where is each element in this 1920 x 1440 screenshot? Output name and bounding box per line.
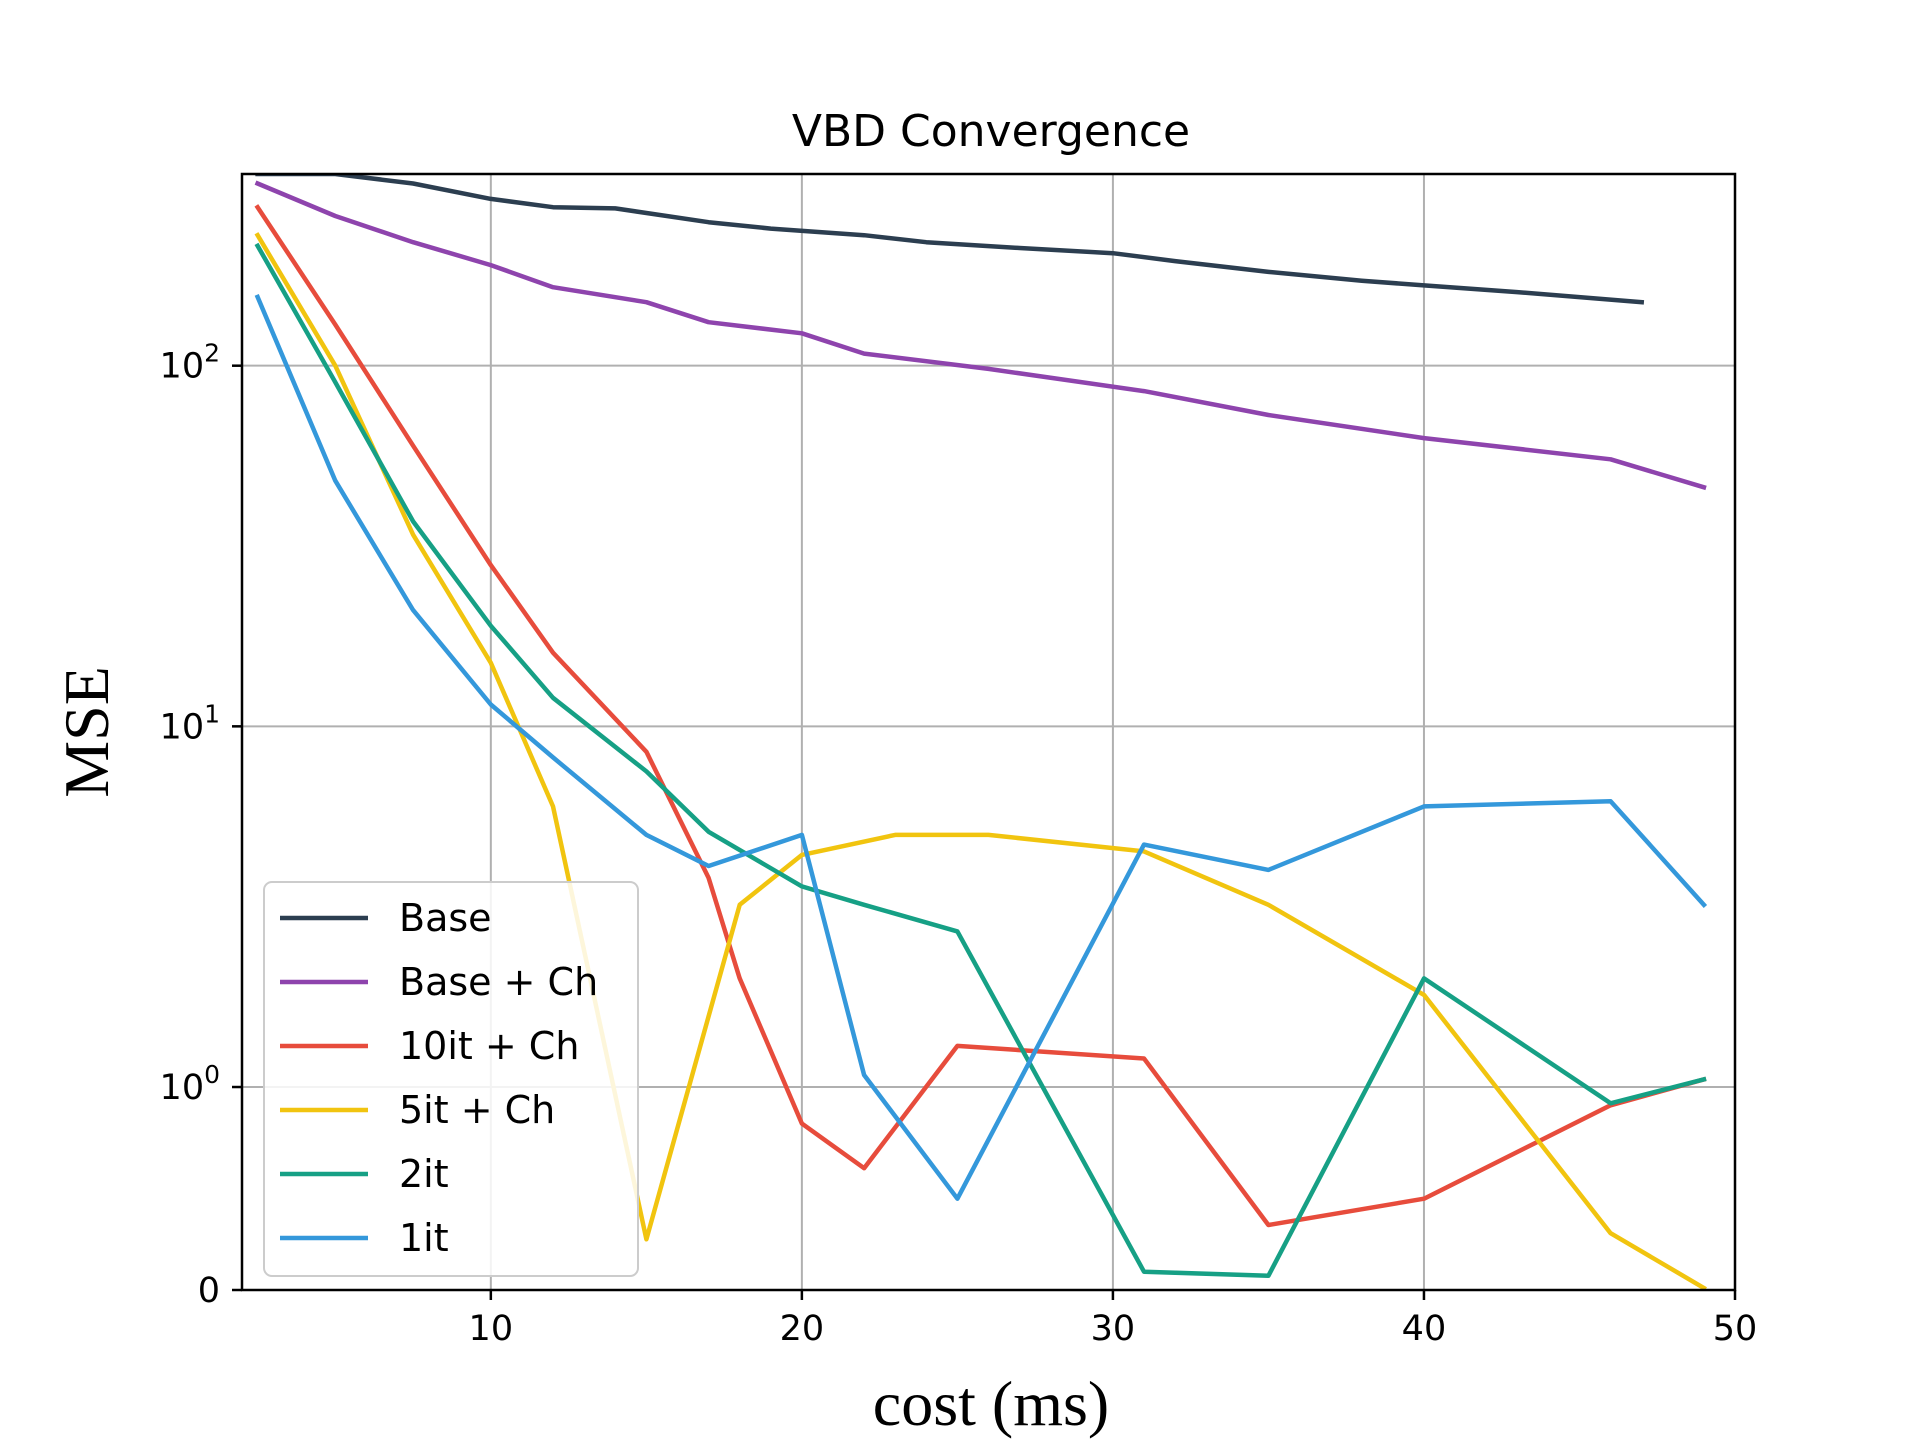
series-lines	[254, 174, 1708, 1290]
y-tick-base: 10	[160, 1068, 205, 1108]
legend-label: 1it	[399, 1216, 449, 1260]
series-line-4	[254, 242, 1707, 1279]
plot-frame	[240, 172, 1737, 1292]
y-tick-label: 0	[198, 1271, 220, 1311]
y-tick-base: 10	[160, 347, 205, 387]
series-line-0	[255, 174, 1645, 305]
y-tick-label: 102	[160, 339, 220, 387]
y-tick-label: 100	[160, 1060, 220, 1108]
y-tick-label: 101	[160, 699, 220, 747]
x-axis-label: cost (ms)	[873, 1368, 1109, 1439]
legend-box	[263, 881, 639, 1277]
legend: Base Base + Ch 10it + Ch 5it + Ch 2it 1it	[263, 881, 639, 1277]
x-tick-label: 50	[1713, 1309, 1758, 1349]
legend-label: 2it	[399, 1152, 449, 1196]
y-tick-base: 0	[198, 1271, 220, 1311]
legend-label: Base	[399, 896, 492, 940]
y-tick-exponent: 1	[204, 699, 220, 728]
series-line-3	[254, 232, 1707, 1290]
chart-title: VBD Convergence	[792, 106, 1190, 157]
legend-label: Base + Ch	[399, 960, 598, 1004]
y-axis-label: MSE	[51, 666, 122, 798]
y-tick-exponent: 2	[204, 339, 220, 368]
x-tick-label: 40	[1402, 1309, 1447, 1349]
series-line-2	[254, 204, 1707, 1228]
y-tick-base: 10	[160, 707, 205, 747]
legend-label: 5it + Ch	[399, 1088, 555, 1132]
x-tick-label: 30	[1091, 1309, 1136, 1349]
x-tick-label: 20	[780, 1309, 825, 1349]
grid-lines	[242, 174, 1736, 1290]
x-tick-label: 10	[469, 1309, 514, 1349]
series-line-5	[254, 294, 1708, 1201]
legend-label: 10it + Ch	[399, 1024, 579, 1068]
series-line-1	[254, 180, 1707, 491]
y-tick-exponent: 0	[204, 1060, 220, 1089]
